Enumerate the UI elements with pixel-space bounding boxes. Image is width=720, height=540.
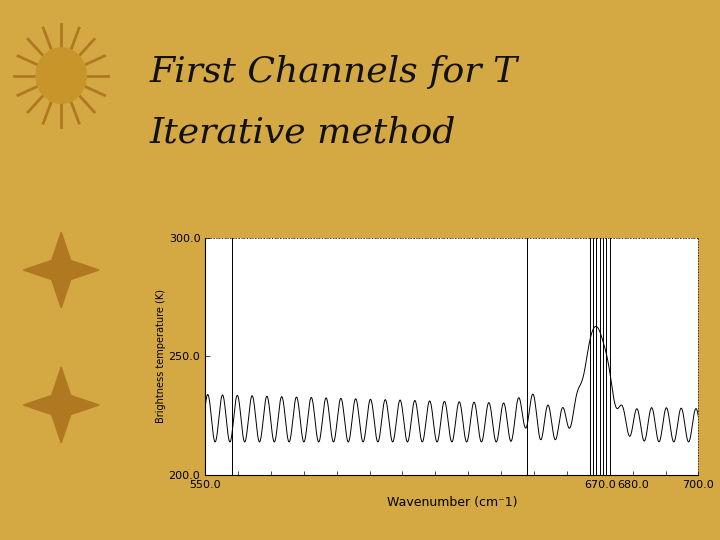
X-axis label: Wavenumber (cm⁻1): Wavenumber (cm⁻1) xyxy=(387,496,517,509)
Circle shape xyxy=(36,48,86,103)
Polygon shape xyxy=(24,232,99,308)
Y-axis label: Brightness temperature (K): Brightness temperature (K) xyxy=(156,289,166,423)
Polygon shape xyxy=(24,367,99,443)
Text: First Channels for T: First Channels for T xyxy=(150,56,518,89)
Text: Iterative method: Iterative method xyxy=(150,116,456,149)
